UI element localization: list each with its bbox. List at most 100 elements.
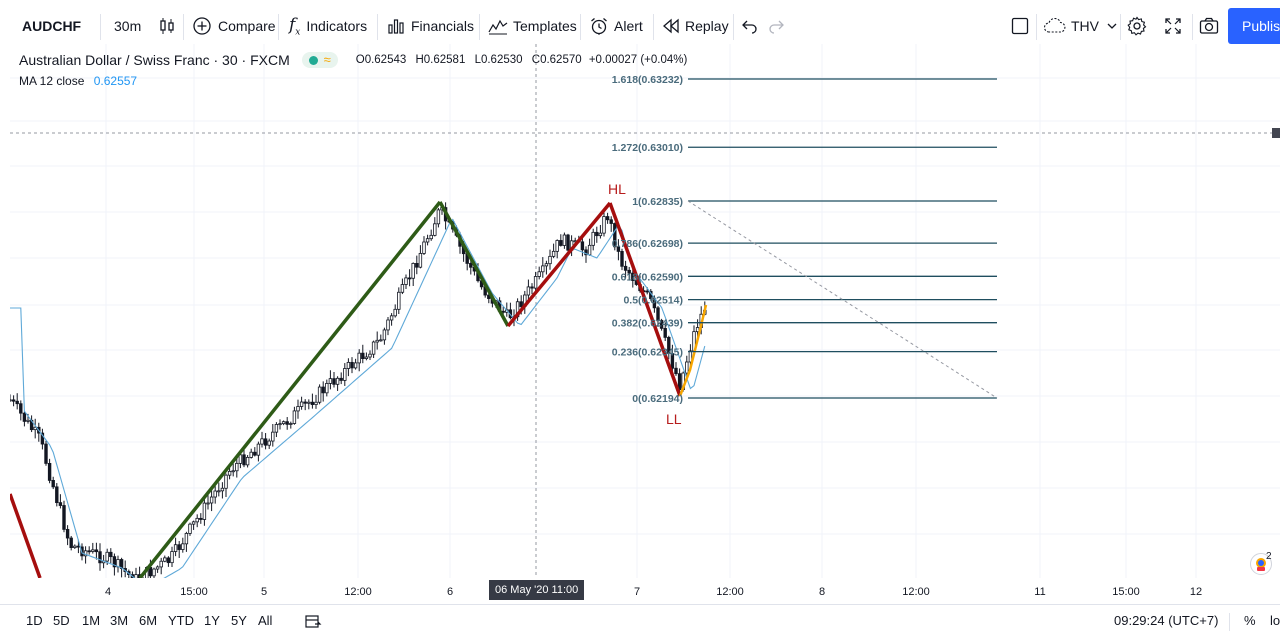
ma-value: 0.62557 — [93, 74, 138, 88]
layout-select-button[interactable] — [1011, 8, 1029, 44]
candle-body — [202, 502, 207, 520]
candle-body — [598, 232, 603, 237]
candle-body — [433, 223, 437, 236]
undo-button[interactable] — [741, 8, 759, 44]
candle-body — [357, 352, 361, 364]
compare-button[interactable]: Compare — [192, 8, 276, 44]
lower-low-label: LL — [666, 411, 682, 427]
fib-level-label: 0.382(0.62439) — [612, 318, 683, 330]
low-value: 0.62530 — [480, 54, 523, 66]
fib-level-label: 1(0.62835) — [632, 196, 683, 208]
symbol-legend[interactable]: Australian Dollar / Swiss Franc · 30 · F… — [19, 52, 687, 68]
redo-icon — [769, 20, 784, 34]
candle-body — [199, 517, 203, 520]
candle-body — [94, 549, 99, 553]
candle-body — [645, 290, 649, 293]
candle-body — [670, 353, 675, 369]
candle-body — [166, 557, 171, 564]
candles-icon — [160, 18, 174, 34]
templates-button[interactable]: Templates — [488, 8, 577, 44]
candle-body — [389, 315, 394, 321]
fib-level-label: 0.618(0.62590) — [612, 271, 683, 283]
candle-body — [382, 329, 387, 341]
settings-button[interactable] — [1127, 8, 1147, 44]
candle-body — [285, 421, 289, 425]
time-axis-label: 12 — [1189, 586, 1203, 598]
redo-button[interactable] — [767, 8, 785, 44]
candle-body — [91, 549, 95, 552]
range-button[interactable]: All — [258, 613, 273, 628]
divider — [580, 14, 581, 40]
range-button[interactable]: 6M — [139, 613, 158, 628]
range-button[interactable]: 5Y — [231, 613, 247, 628]
candle-body — [40, 432, 45, 445]
candle-body — [627, 269, 631, 274]
financials-button[interactable]: Financials — [387, 8, 474, 44]
percent-toggle[interactable]: % — [1244, 613, 1256, 628]
fib-level-label: 0.236(0.62345) — [612, 347, 683, 359]
candle-body — [393, 308, 397, 317]
fullscreen-button[interactable] — [1164, 8, 1182, 44]
time-axis-label: 12:00 — [344, 586, 372, 598]
divider — [479, 14, 480, 40]
divider — [1229, 613, 1230, 631]
candle-body — [170, 551, 174, 564]
candle-body — [519, 301, 523, 307]
symbol-label: AUDCHF — [22, 18, 82, 34]
symbol-search-button[interactable]: AUDCHF — [22, 8, 81, 44]
time-axis-label: 7 — [633, 586, 641, 598]
candle-body — [224, 474, 228, 489]
candle-body — [397, 291, 401, 310]
chart-pane[interactable]: 1.618(0.63232) 1.272(0.63010) 1(0.62835) 0.… — [10, 44, 1280, 578]
range-button[interactable]: 5D — [53, 613, 70, 628]
range-button[interactable]: 1D — [26, 613, 43, 628]
candle-body — [544, 263, 549, 267]
candle-body — [253, 451, 257, 456]
candle-body — [213, 490, 217, 498]
ma-legend[interactable]: MA 12 close 0.62557 — [19, 74, 137, 88]
candle-body — [112, 556, 117, 568]
price-chart[interactable]: 1.618(0.63232) 1.272(0.63010) 1(0.62835) 0.… — [10, 44, 1280, 578]
candle-body — [263, 438, 268, 446]
candle-body — [296, 406, 300, 412]
range-button[interactable]: 3M — [110, 613, 129, 628]
candle-body — [595, 231, 599, 237]
wave-icon: ≈ — [323, 52, 331, 67]
open-label: O — [355, 54, 365, 66]
interval-button[interactable]: 30m — [114, 8, 141, 44]
candle-body — [425, 238, 430, 243]
snapshot-button[interactable] — [1199, 8, 1219, 44]
range-button[interactable]: 1M — [82, 613, 101, 628]
candle-body — [685, 361, 689, 374]
go-to-date-button[interactable] — [304, 613, 322, 634]
alert-button[interactable]: Alert — [589, 8, 643, 44]
instrument-title: Australian Dollar / Swiss Franc · 30 · F… — [19, 52, 290, 68]
candle-body — [303, 401, 307, 404]
candle-body — [292, 410, 297, 424]
range-button[interactable]: 1Y — [204, 613, 220, 628]
range-button[interactable]: YTD — [168, 613, 194, 628]
candle-body — [631, 272, 635, 281]
time-axis-label: 8 — [818, 586, 826, 598]
chart-type-button[interactable] — [158, 8, 176, 44]
log-toggle[interactable]: lo — [1270, 613, 1280, 628]
indicators-button[interactable]: fx Indicators — [289, 8, 367, 44]
clock-timezone[interactable]: 09:29:24 (UTC+7) — [1114, 613, 1219, 628]
candle-body — [220, 487, 225, 492]
market-status-pill[interactable]: ≈ — [301, 52, 338, 68]
candle-body — [15, 400, 19, 405]
candle-body — [613, 223, 617, 248]
candle-body — [533, 276, 538, 289]
ideas-badge[interactable] — [1250, 553, 1272, 575]
candle-body — [674, 367, 678, 375]
candle-body — [206, 502, 210, 505]
time-axis-label: 15:00 — [1112, 586, 1140, 598]
candle-body — [335, 377, 340, 385]
candle-body — [155, 566, 160, 570]
replay-button[interactable]: Replay — [662, 8, 729, 44]
candle-body — [602, 216, 606, 234]
candle-body — [281, 421, 286, 425]
candle-body — [404, 277, 408, 285]
layout-name-button[interactable]: THV — [1043, 8, 1119, 44]
publish-button[interactable]: Publis — [1228, 8, 1280, 44]
